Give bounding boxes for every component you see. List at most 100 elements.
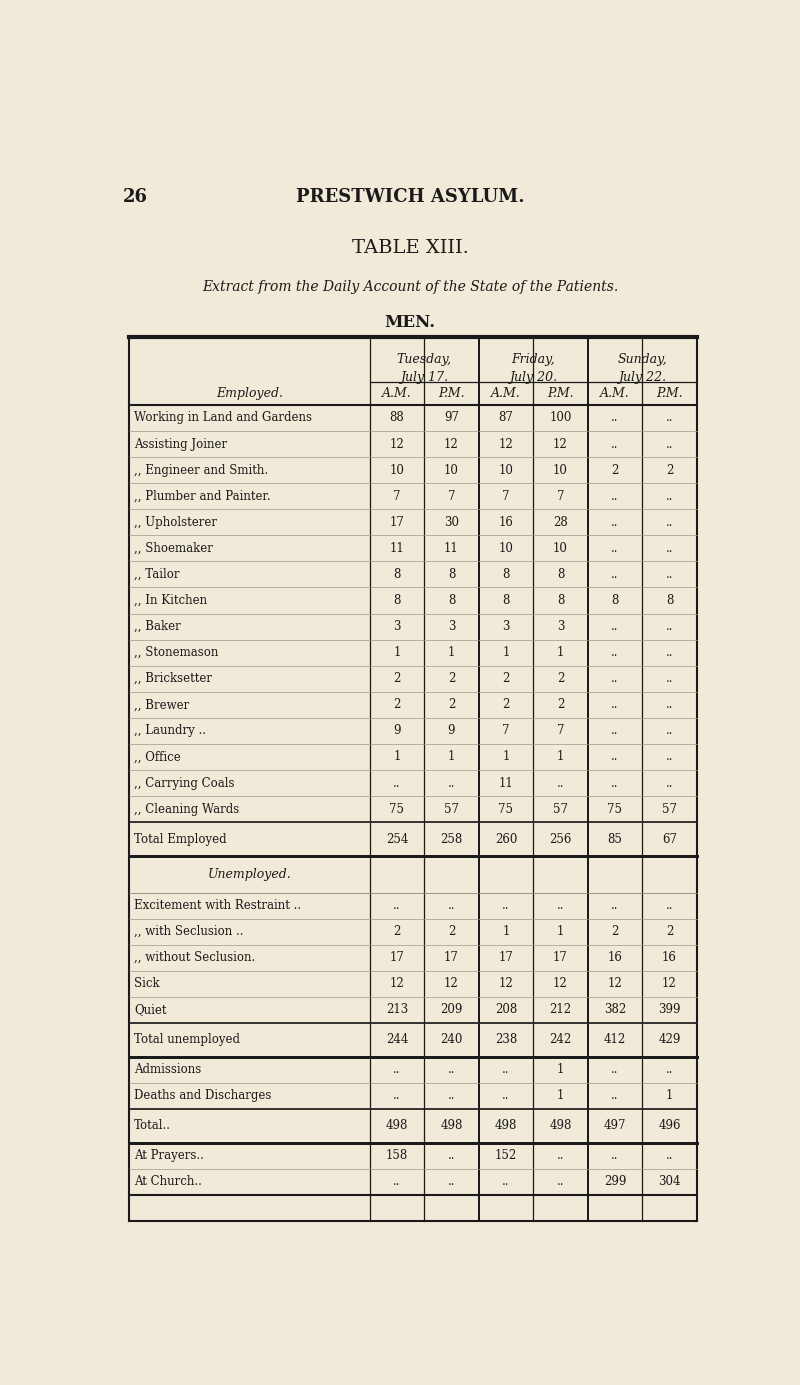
Text: 1: 1 bbox=[448, 751, 455, 763]
Text: ,, Baker: ,, Baker bbox=[134, 620, 181, 633]
Text: 304: 304 bbox=[658, 1176, 681, 1188]
Text: ..: .. bbox=[611, 751, 618, 763]
Text: ..: .. bbox=[666, 777, 674, 789]
Text: 238: 238 bbox=[495, 1033, 517, 1046]
Text: 2: 2 bbox=[557, 698, 564, 712]
Text: 11: 11 bbox=[498, 777, 514, 789]
Text: 8: 8 bbox=[448, 568, 455, 580]
Text: ..: .. bbox=[666, 411, 674, 424]
Text: ..: .. bbox=[394, 1176, 401, 1188]
Text: 7: 7 bbox=[557, 724, 564, 737]
Text: ,, Brewer: ,, Brewer bbox=[134, 698, 190, 712]
Text: ..: .. bbox=[557, 1150, 564, 1162]
Text: 9: 9 bbox=[448, 724, 455, 737]
Text: ..: .. bbox=[611, 490, 618, 503]
Text: 12: 12 bbox=[553, 438, 568, 450]
Text: 17: 17 bbox=[498, 951, 514, 964]
Text: ..: .. bbox=[666, 1150, 674, 1162]
Text: 57: 57 bbox=[662, 802, 677, 816]
Text: 1: 1 bbox=[448, 647, 455, 659]
Text: 498: 498 bbox=[440, 1119, 462, 1133]
Text: Sunday,
July 22.: Sunday, July 22. bbox=[618, 353, 667, 384]
Text: ,, Plumber and Painter.: ,, Plumber and Painter. bbox=[134, 490, 270, 503]
Text: 12: 12 bbox=[662, 978, 677, 990]
Text: 10: 10 bbox=[444, 464, 459, 476]
Text: Sick: Sick bbox=[134, 978, 160, 990]
Text: Admissions: Admissions bbox=[134, 1064, 202, 1076]
Text: ,, Engineer and Smith.: ,, Engineer and Smith. bbox=[134, 464, 268, 476]
Text: ..: .. bbox=[611, 899, 618, 913]
Text: ,, without Seclusion.: ,, without Seclusion. bbox=[134, 951, 255, 964]
Text: ..: .. bbox=[611, 698, 618, 712]
Text: 3: 3 bbox=[557, 620, 564, 633]
Text: 17: 17 bbox=[444, 951, 459, 964]
Text: ,, Upholsterer: ,, Upholsterer bbox=[134, 515, 217, 529]
Text: 498: 498 bbox=[550, 1119, 572, 1133]
Text: 12: 12 bbox=[390, 978, 404, 990]
Text: Total unemployed: Total unemployed bbox=[134, 1033, 240, 1046]
Text: 256: 256 bbox=[550, 832, 572, 846]
Text: 1: 1 bbox=[502, 925, 510, 938]
Text: ..: .. bbox=[666, 438, 674, 450]
Text: ..: .. bbox=[611, 777, 618, 789]
Text: ..: .. bbox=[394, 899, 401, 913]
Text: 75: 75 bbox=[390, 802, 405, 816]
Text: ..: .. bbox=[394, 1090, 401, 1102]
Text: 2: 2 bbox=[448, 672, 455, 686]
Text: ..: .. bbox=[666, 515, 674, 529]
Text: 3: 3 bbox=[448, 620, 455, 633]
Text: 429: 429 bbox=[658, 1033, 681, 1046]
Text: 12: 12 bbox=[390, 438, 404, 450]
Text: ..: .. bbox=[611, 411, 618, 424]
Text: ..: .. bbox=[666, 620, 674, 633]
Text: 67: 67 bbox=[662, 832, 677, 846]
Text: 240: 240 bbox=[440, 1033, 462, 1046]
Text: ..: .. bbox=[502, 1176, 510, 1188]
Text: 10: 10 bbox=[553, 542, 568, 555]
Text: 17: 17 bbox=[390, 515, 404, 529]
Text: Assisting Joiner: Assisting Joiner bbox=[134, 438, 227, 450]
Text: 8: 8 bbox=[557, 568, 564, 580]
Text: 212: 212 bbox=[550, 1003, 571, 1017]
Text: Employed.: Employed. bbox=[216, 386, 283, 400]
Text: 10: 10 bbox=[553, 464, 568, 476]
Text: 209: 209 bbox=[440, 1003, 462, 1017]
Text: ..: .. bbox=[448, 1064, 455, 1076]
Text: ..: .. bbox=[611, 542, 618, 555]
Text: 8: 8 bbox=[611, 594, 618, 607]
Text: ,, Office: ,, Office bbox=[134, 751, 181, 763]
Text: 100: 100 bbox=[550, 411, 572, 424]
Text: ,, Stonemason: ,, Stonemason bbox=[134, 647, 218, 659]
Text: 8: 8 bbox=[394, 594, 401, 607]
Text: 57: 57 bbox=[444, 802, 459, 816]
Text: ,, Cleaning Wards: ,, Cleaning Wards bbox=[134, 802, 239, 816]
Text: ..: .. bbox=[611, 438, 618, 450]
Text: ..: .. bbox=[666, 724, 674, 737]
Text: ,, Tailor: ,, Tailor bbox=[134, 568, 179, 580]
Text: 498: 498 bbox=[386, 1119, 408, 1133]
Text: ..: .. bbox=[611, 1064, 618, 1076]
Text: 258: 258 bbox=[440, 832, 462, 846]
Text: Friday,
July 20.: Friday, July 20. bbox=[509, 353, 558, 384]
Text: A.M.: A.M. bbox=[491, 386, 521, 400]
Text: 1: 1 bbox=[502, 647, 510, 659]
Text: 3: 3 bbox=[502, 620, 510, 633]
Text: 496: 496 bbox=[658, 1119, 681, 1133]
Text: 2: 2 bbox=[394, 925, 401, 938]
Text: ..: .. bbox=[394, 1064, 401, 1076]
Text: 7: 7 bbox=[448, 490, 455, 503]
Text: ,, In Kitchen: ,, In Kitchen bbox=[134, 594, 207, 607]
Text: 2: 2 bbox=[394, 698, 401, 712]
Text: 382: 382 bbox=[604, 1003, 626, 1017]
Text: ..: .. bbox=[394, 777, 401, 789]
Text: 7: 7 bbox=[394, 490, 401, 503]
Text: ..: .. bbox=[448, 1150, 455, 1162]
Text: 9: 9 bbox=[394, 724, 401, 737]
Text: 244: 244 bbox=[386, 1033, 408, 1046]
Text: 3: 3 bbox=[394, 620, 401, 633]
Text: ,, Carrying Coals: ,, Carrying Coals bbox=[134, 777, 234, 789]
Text: 2: 2 bbox=[502, 698, 510, 712]
Text: 260: 260 bbox=[494, 832, 517, 846]
Text: 88: 88 bbox=[390, 411, 404, 424]
Text: 1: 1 bbox=[557, 1090, 564, 1102]
